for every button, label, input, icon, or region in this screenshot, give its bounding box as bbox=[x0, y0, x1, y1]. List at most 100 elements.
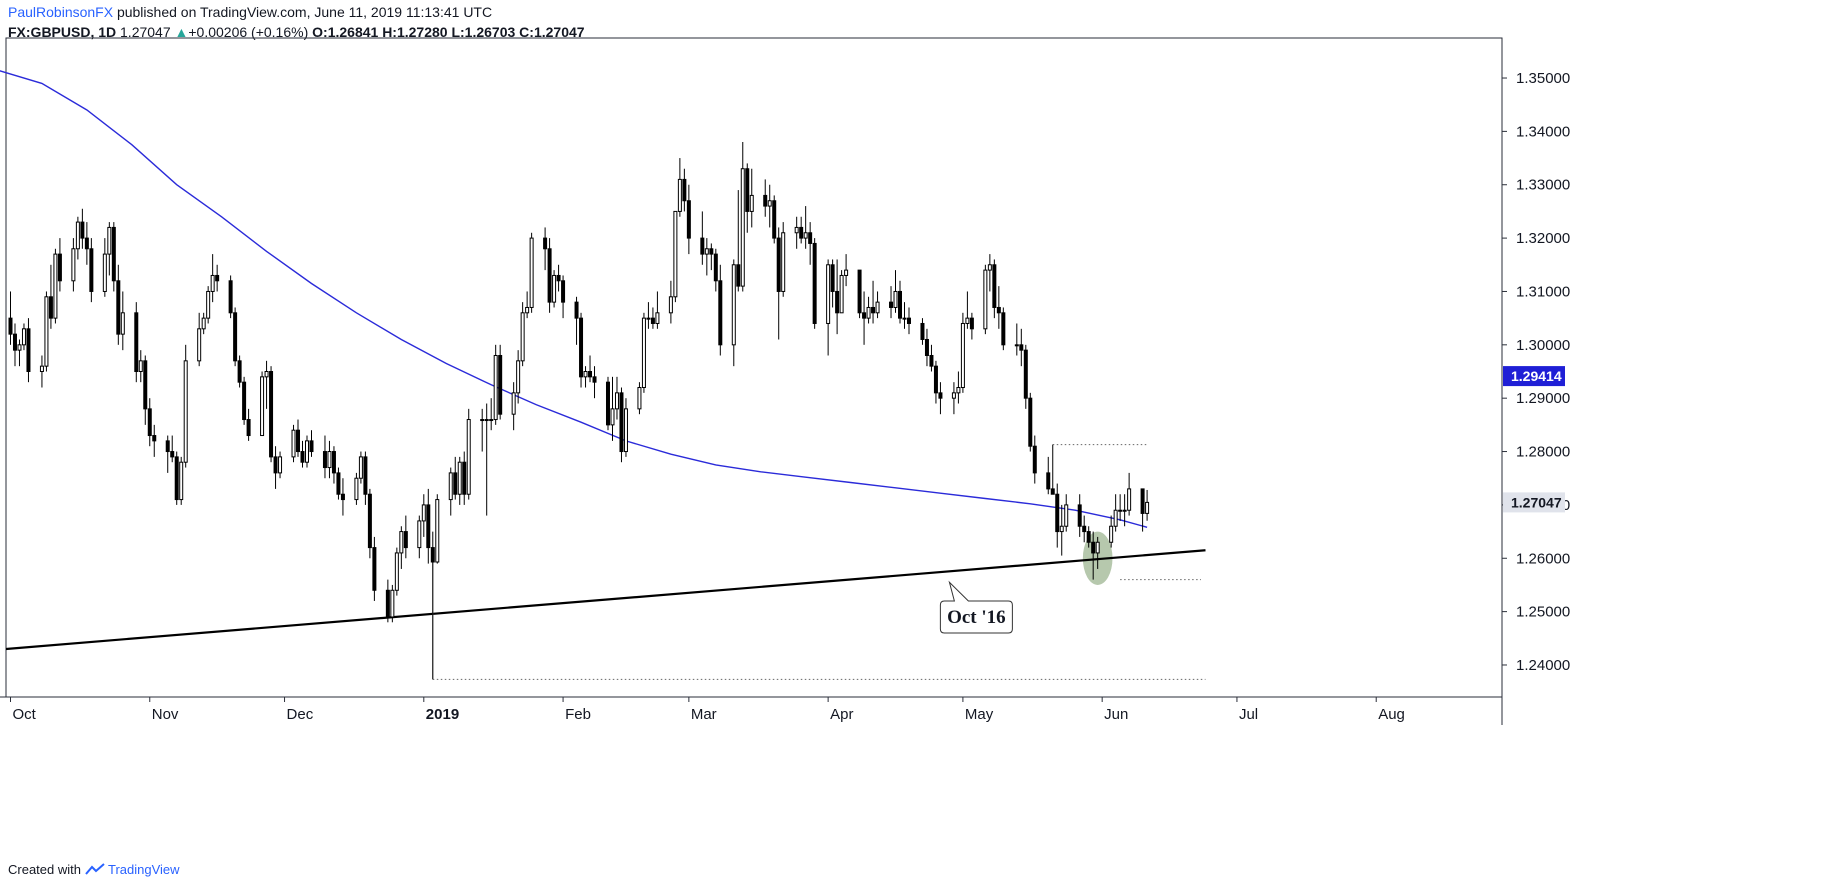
candle[interactable] bbox=[426, 488, 431, 564]
candle[interactable] bbox=[233, 307, 238, 367]
candle[interactable] bbox=[1095, 536, 1100, 569]
candle[interactable] bbox=[111, 222, 116, 292]
candle[interactable] bbox=[80, 208, 85, 249]
candle[interactable] bbox=[179, 456, 184, 505]
candle[interactable] bbox=[709, 243, 714, 271]
candle[interactable] bbox=[1140, 488, 1145, 532]
candle[interactable] bbox=[1059, 504, 1064, 556]
candle[interactable] bbox=[134, 302, 139, 383]
candle[interactable] bbox=[610, 376, 615, 441]
candle[interactable] bbox=[457, 456, 462, 505]
candle[interactable] bbox=[713, 248, 718, 292]
candle[interactable] bbox=[614, 376, 619, 420]
candle[interactable] bbox=[1064, 494, 1069, 532]
candle[interactable] bbox=[1113, 494, 1118, 532]
candle[interactable] bbox=[448, 467, 453, 516]
candle[interactable] bbox=[143, 355, 148, 425]
candle[interactable] bbox=[902, 302, 907, 329]
candle[interactable] bbox=[354, 472, 359, 505]
candle[interactable] bbox=[278, 451, 283, 479]
candle[interactable] bbox=[776, 227, 781, 340]
candle[interactable] bbox=[965, 291, 970, 329]
candle[interactable] bbox=[309, 430, 314, 457]
candle[interactable] bbox=[857, 269, 862, 319]
candle[interactable] bbox=[844, 254, 849, 287]
candle[interactable] bbox=[147, 398, 152, 447]
candle[interactable] bbox=[803, 206, 808, 249]
candle[interactable] bbox=[489, 398, 494, 431]
candle[interactable] bbox=[543, 227, 548, 271]
candle[interactable] bbox=[525, 291, 530, 319]
candle[interactable] bbox=[655, 291, 660, 329]
candle[interactable] bbox=[1122, 494, 1127, 527]
candle[interactable] bbox=[1055, 483, 1060, 548]
candle[interactable] bbox=[75, 216, 80, 260]
candle[interactable] bbox=[170, 435, 175, 463]
candle[interactable] bbox=[107, 222, 112, 276]
candle[interactable] bbox=[466, 408, 471, 500]
candle[interactable] bbox=[619, 387, 624, 463]
candle[interactable] bbox=[385, 579, 390, 623]
candle[interactable] bbox=[673, 210, 678, 303]
candle[interactable] bbox=[1127, 472, 1132, 516]
candle[interactable] bbox=[174, 451, 179, 505]
candle[interactable] bbox=[718, 264, 723, 356]
candle[interactable] bbox=[484, 403, 489, 516]
candle[interactable] bbox=[745, 163, 750, 233]
candle[interactable] bbox=[1014, 323, 1019, 356]
candle[interactable] bbox=[336, 467, 341, 500]
candle[interactable] bbox=[210, 254, 215, 303]
candle[interactable] bbox=[372, 536, 377, 601]
candle[interactable] bbox=[304, 435, 309, 468]
candle[interactable] bbox=[583, 366, 588, 388]
candle[interactable] bbox=[767, 184, 772, 228]
candle[interactable] bbox=[394, 547, 399, 596]
candle[interactable] bbox=[960, 312, 965, 393]
candle[interactable] bbox=[969, 312, 974, 340]
candle[interactable] bbox=[201, 312, 206, 335]
candle[interactable] bbox=[116, 264, 121, 345]
candle[interactable] bbox=[924, 328, 929, 367]
candle[interactable] bbox=[322, 435, 327, 479]
candle[interactable] bbox=[242, 376, 247, 425]
candle[interactable] bbox=[794, 216, 799, 249]
candle[interactable] bbox=[48, 264, 53, 329]
candle[interactable] bbox=[740, 142, 745, 292]
candle[interactable] bbox=[561, 275, 566, 319]
candle[interactable] bbox=[89, 238, 94, 303]
candle[interactable] bbox=[799, 216, 804, 244]
candle[interactable] bbox=[574, 296, 579, 345]
candle[interactable] bbox=[686, 184, 691, 255]
candle[interactable] bbox=[44, 291, 49, 372]
trendline[interactable] bbox=[5, 549, 1206, 651]
candle[interactable] bbox=[39, 355, 44, 388]
candle[interactable] bbox=[839, 270, 844, 314]
candle[interactable] bbox=[363, 451, 368, 505]
candle[interactable] bbox=[556, 264, 561, 292]
candle[interactable] bbox=[1019, 328, 1024, 367]
candle[interactable] bbox=[26, 318, 31, 383]
candle[interactable] bbox=[516, 350, 521, 404]
candle[interactable] bbox=[866, 296, 871, 324]
candle[interactable] bbox=[480, 408, 485, 452]
candle[interactable] bbox=[462, 451, 467, 505]
candle[interactable] bbox=[296, 419, 301, 457]
candle[interactable] bbox=[264, 360, 269, 409]
candle[interactable] bbox=[367, 488, 372, 559]
candle[interactable] bbox=[1077, 494, 1082, 537]
candle[interactable] bbox=[992, 259, 997, 319]
candle[interactable] bbox=[246, 408, 251, 441]
candle[interactable] bbox=[260, 371, 265, 437]
candle[interactable] bbox=[1001, 307, 1006, 351]
candle[interactable] bbox=[1050, 444, 1055, 495]
candle[interactable] bbox=[650, 307, 655, 329]
candle[interactable] bbox=[152, 424, 157, 457]
candle[interactable] bbox=[826, 259, 831, 356]
candle[interactable] bbox=[889, 286, 894, 319]
candle[interactable] bbox=[682, 168, 687, 212]
candle[interactable] bbox=[929, 344, 934, 372]
candle[interactable] bbox=[906, 307, 911, 335]
candle[interactable] bbox=[862, 291, 867, 345]
candle[interactable] bbox=[781, 222, 786, 297]
candle[interactable] bbox=[1118, 494, 1123, 521]
